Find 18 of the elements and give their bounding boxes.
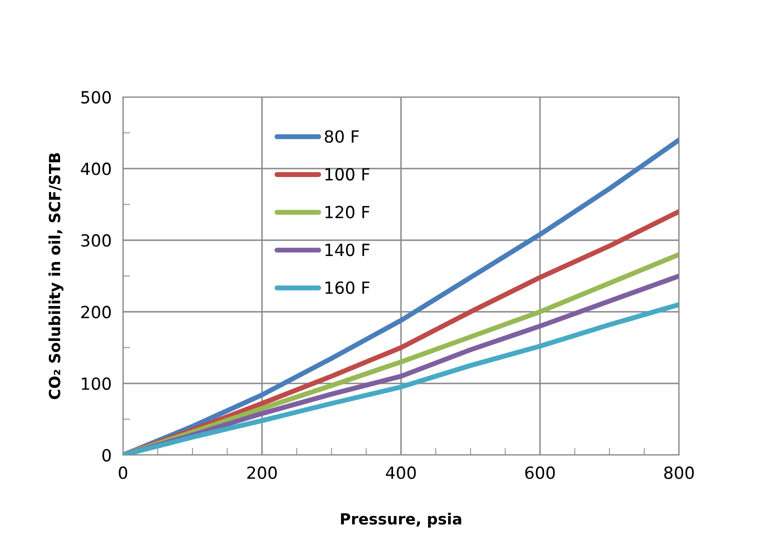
x-tick-label: 200 bbox=[247, 466, 277, 480]
x-tick-label: 800 bbox=[664, 466, 694, 480]
x-axis-title: Pressure, psia bbox=[341, 512, 462, 528]
y-axis-title: CO₂ Solubility in oil, SCF/STB bbox=[48, 153, 64, 400]
y-tick-label: 200 bbox=[81, 306, 111, 318]
legend-label: 140 F bbox=[325, 244, 370, 256]
y-tick-label: 400 bbox=[80, 162, 111, 176]
legend-label: 120 F bbox=[325, 206, 370, 218]
y-tick-label: 500 bbox=[81, 90, 111, 104]
y-tick-label: 300 bbox=[81, 234, 111, 247]
x-tick-label: 600 bbox=[525, 466, 555, 480]
y-tick-label: 0 bbox=[102, 448, 111, 462]
legend-label: 160 F bbox=[325, 281, 370, 294]
y-tick-label: 100 bbox=[82, 377, 111, 390]
x-tick-label: 0 bbox=[118, 466, 128, 480]
legend-label: 80 F bbox=[324, 130, 359, 143]
legend-label: 100 F bbox=[325, 168, 370, 181]
x-tick-label: 400 bbox=[386, 466, 416, 480]
